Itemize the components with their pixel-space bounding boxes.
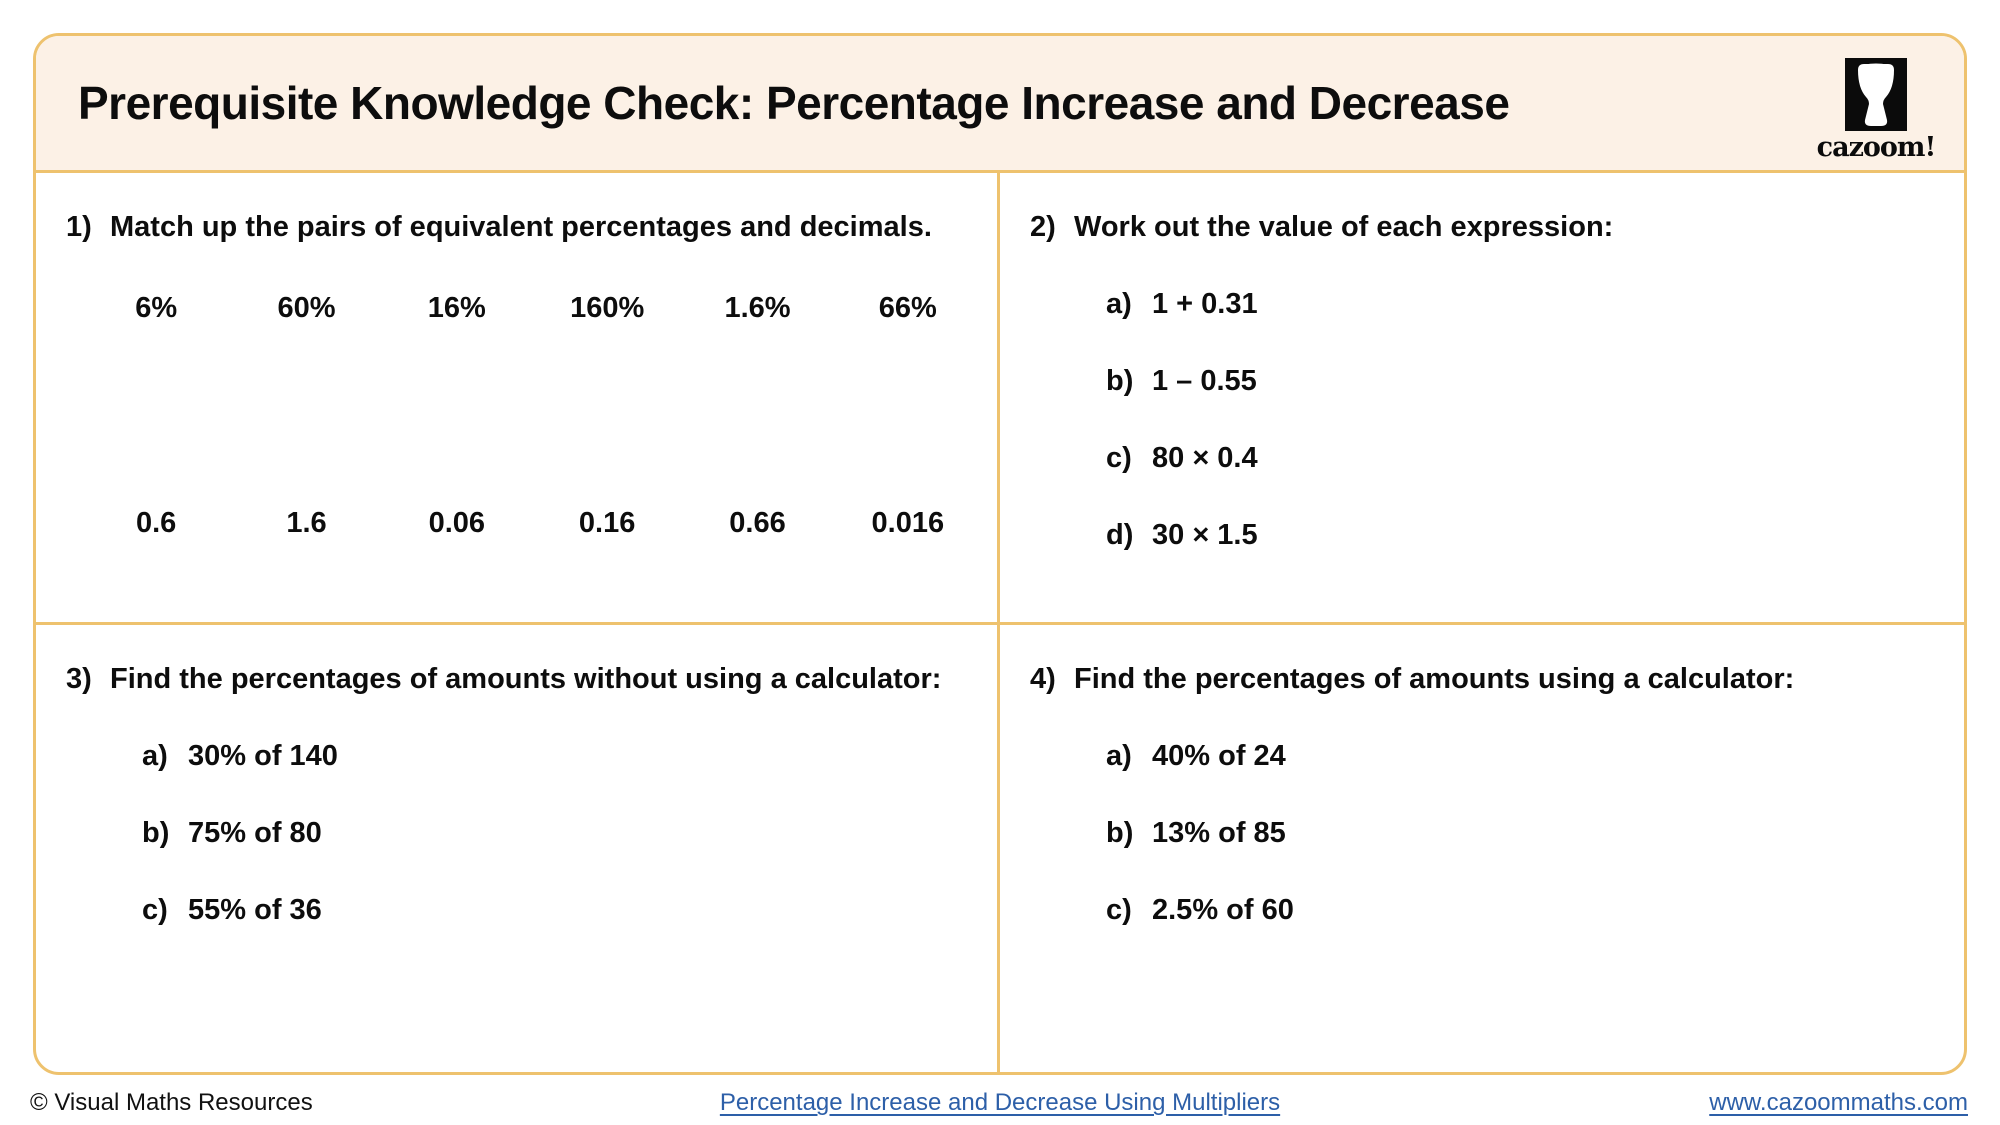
list-item: b) 1 – 0.55 bbox=[1106, 363, 1944, 399]
question-3-heading: 3) Find the percentages of amounts witho… bbox=[66, 661, 977, 697]
list-item: a) 30% of 140 bbox=[142, 738, 977, 774]
item-letter: c) bbox=[142, 894, 168, 926]
list-item: c) 55% of 36 bbox=[142, 892, 977, 928]
item-expression: 13% of 85 bbox=[1152, 817, 1286, 849]
item-letter: b) bbox=[1106, 365, 1134, 397]
item-letter: b) bbox=[142, 817, 170, 849]
question-number: 3) bbox=[66, 663, 92, 695]
cazoommaths-website-link[interactable]: www.cazoommaths.com bbox=[1709, 1089, 1968, 1116]
list-item: b) 75% of 80 bbox=[142, 815, 977, 851]
question-4-heading: 4) Find the percentages of amounts using… bbox=[1030, 661, 1944, 697]
list-item: d) 30 × 1.5 bbox=[1106, 517, 1944, 553]
decimal-value: 1.6 bbox=[286, 507, 327, 539]
item-expression: 40% of 24 bbox=[1152, 740, 1286, 772]
list-item: a) 1 + 0.31 bbox=[1106, 286, 1944, 322]
item-expression: 1 – 0.55 bbox=[1152, 365, 1257, 397]
item-letter: b) bbox=[1106, 817, 1134, 849]
worksheet: Prerequisite Knowledge Check: Percentage… bbox=[33, 33, 1967, 1075]
question-prompt: Match up the pairs of equivalent percent… bbox=[110, 211, 932, 243]
item-expression: 2.5% of 60 bbox=[1152, 894, 1294, 926]
decimal-value: 0.16 bbox=[578, 507, 636, 539]
item-letter: d) bbox=[1106, 519, 1134, 551]
copyright-text: © Visual Maths Resources bbox=[30, 1089, 313, 1116]
question-1: 1) Match up the pairs of equivalent perc… bbox=[36, 173, 1000, 625]
question-4-items: a) 40% of 24 b) 13% of 85 c) 2.5% of 60 bbox=[1030, 738, 1944, 928]
percentage-value: 16% bbox=[427, 292, 486, 324]
item-expression: 30% of 140 bbox=[188, 740, 338, 772]
item-expression: 55% of 36 bbox=[188, 894, 322, 926]
item-expression: 1 + 0.31 bbox=[1152, 288, 1258, 320]
list-item: c) 2.5% of 60 bbox=[1106, 892, 1944, 928]
item-letter: a) bbox=[142, 740, 168, 772]
decimals-row: 0.6 1.6 0.06 0.16 0.66 0.016 bbox=[81, 505, 983, 541]
question-number: 1) bbox=[66, 211, 92, 243]
decimal-value: 0.66 bbox=[729, 507, 786, 539]
list-item: a) 40% of 24 bbox=[1106, 738, 1944, 774]
question-prompt: Find the percentages of amounts using a … bbox=[1074, 663, 1795, 695]
decimal-value: 0.06 bbox=[428, 507, 486, 539]
percentage-value: 1.6% bbox=[724, 292, 791, 324]
question-grid: 1) Match up the pairs of equivalent perc… bbox=[36, 173, 1964, 1072]
item-letter: c) bbox=[1106, 442, 1132, 474]
decimal-value: 0.016 bbox=[871, 507, 945, 539]
question-number: 2) bbox=[1030, 211, 1056, 243]
question-2-items: a) 1 + 0.31 b) 1 – 0.55 c) 80 × 0.4 d) 3… bbox=[1030, 286, 1944, 553]
cazoom-logo: cazoom! bbox=[1816, 57, 1937, 163]
question-4: 4) Find the percentages of amounts using… bbox=[1000, 625, 1964, 1072]
footer: © Visual Maths Resources Percentage Incr… bbox=[0, 1085, 2000, 1125]
question-number: 4) bbox=[1030, 663, 1056, 695]
question-1-heading: 1) Match up the pairs of equivalent perc… bbox=[66, 209, 977, 245]
worksheet-topic-link[interactable]: Percentage Increase and Decrease Using M… bbox=[719, 1089, 1281, 1116]
question-2: 2) Work out the value of each expression… bbox=[1000, 173, 1964, 625]
list-item: b) 13% of 85 bbox=[1106, 815, 1944, 851]
decimal-value: 0.6 bbox=[136, 507, 177, 539]
question-3-items: a) 30% of 140 b) 75% of 80 c) 55% of 36 bbox=[66, 738, 977, 928]
djembe-drum-icon bbox=[1845, 57, 1907, 131]
percentages-row: 6% 60% 16% 160% 1.6% 66% bbox=[81, 290, 983, 326]
item-expression: 80 × 0.4 bbox=[1152, 442, 1258, 474]
question-prompt: Work out the value of each expression: bbox=[1074, 211, 1614, 243]
percentage-value: 60% bbox=[277, 292, 336, 324]
item-letter: a) bbox=[1106, 288, 1132, 320]
item-letter: a) bbox=[1106, 740, 1132, 772]
cazoom-logo-text: cazoom! bbox=[1816, 131, 1937, 163]
item-expression: 75% of 80 bbox=[188, 817, 322, 849]
question-prompt: Find the percentages of amounts without … bbox=[110, 663, 942, 695]
worksheet-header: Prerequisite Knowledge Check: Percentage… bbox=[36, 36, 1964, 173]
item-letter: c) bbox=[1106, 894, 1132, 926]
question-3: 3) Find the percentages of amounts witho… bbox=[36, 625, 1000, 1072]
percentage-value: 160% bbox=[570, 292, 645, 324]
item-expression: 30 × 1.5 bbox=[1152, 519, 1258, 551]
percentage-value: 66% bbox=[878, 292, 937, 324]
question-2-heading: 2) Work out the value of each expression… bbox=[1030, 209, 1944, 245]
list-item: c) 80 × 0.4 bbox=[1106, 440, 1944, 476]
page-title: Prerequisite Knowledge Check: Percentage… bbox=[78, 77, 1510, 129]
percentage-value: 6% bbox=[135, 292, 178, 324]
